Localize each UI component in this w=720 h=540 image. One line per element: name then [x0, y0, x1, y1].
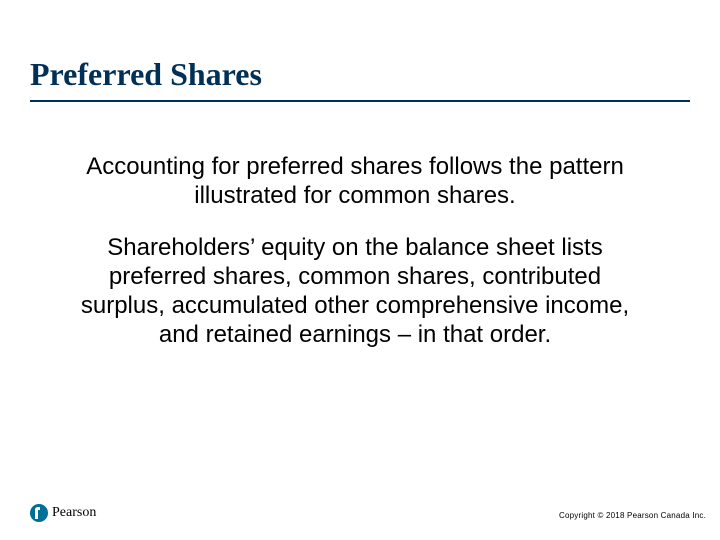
footer: Pearson Copyright © 2018 Pearson Canada … — [0, 504, 720, 540]
title-underline — [30, 100, 690, 102]
slide-body: Accounting for preferred shares follows … — [75, 152, 635, 372]
publisher-logo: Pearson — [30, 504, 96, 522]
copyright-text: Copyright © 2018 Pearson Canada Inc. — [559, 511, 706, 520]
slide-title: Preferred Shares — [30, 56, 262, 93]
body-paragraph-1: Accounting for preferred shares follows … — [75, 152, 635, 211]
slide: Preferred Shares Accounting for preferre… — [0, 0, 720, 540]
pearson-logo-icon — [30, 504, 48, 522]
body-paragraph-2: Shareholders’ equity on the balance shee… — [75, 233, 635, 350]
publisher-name: Pearson — [52, 505, 96, 521]
